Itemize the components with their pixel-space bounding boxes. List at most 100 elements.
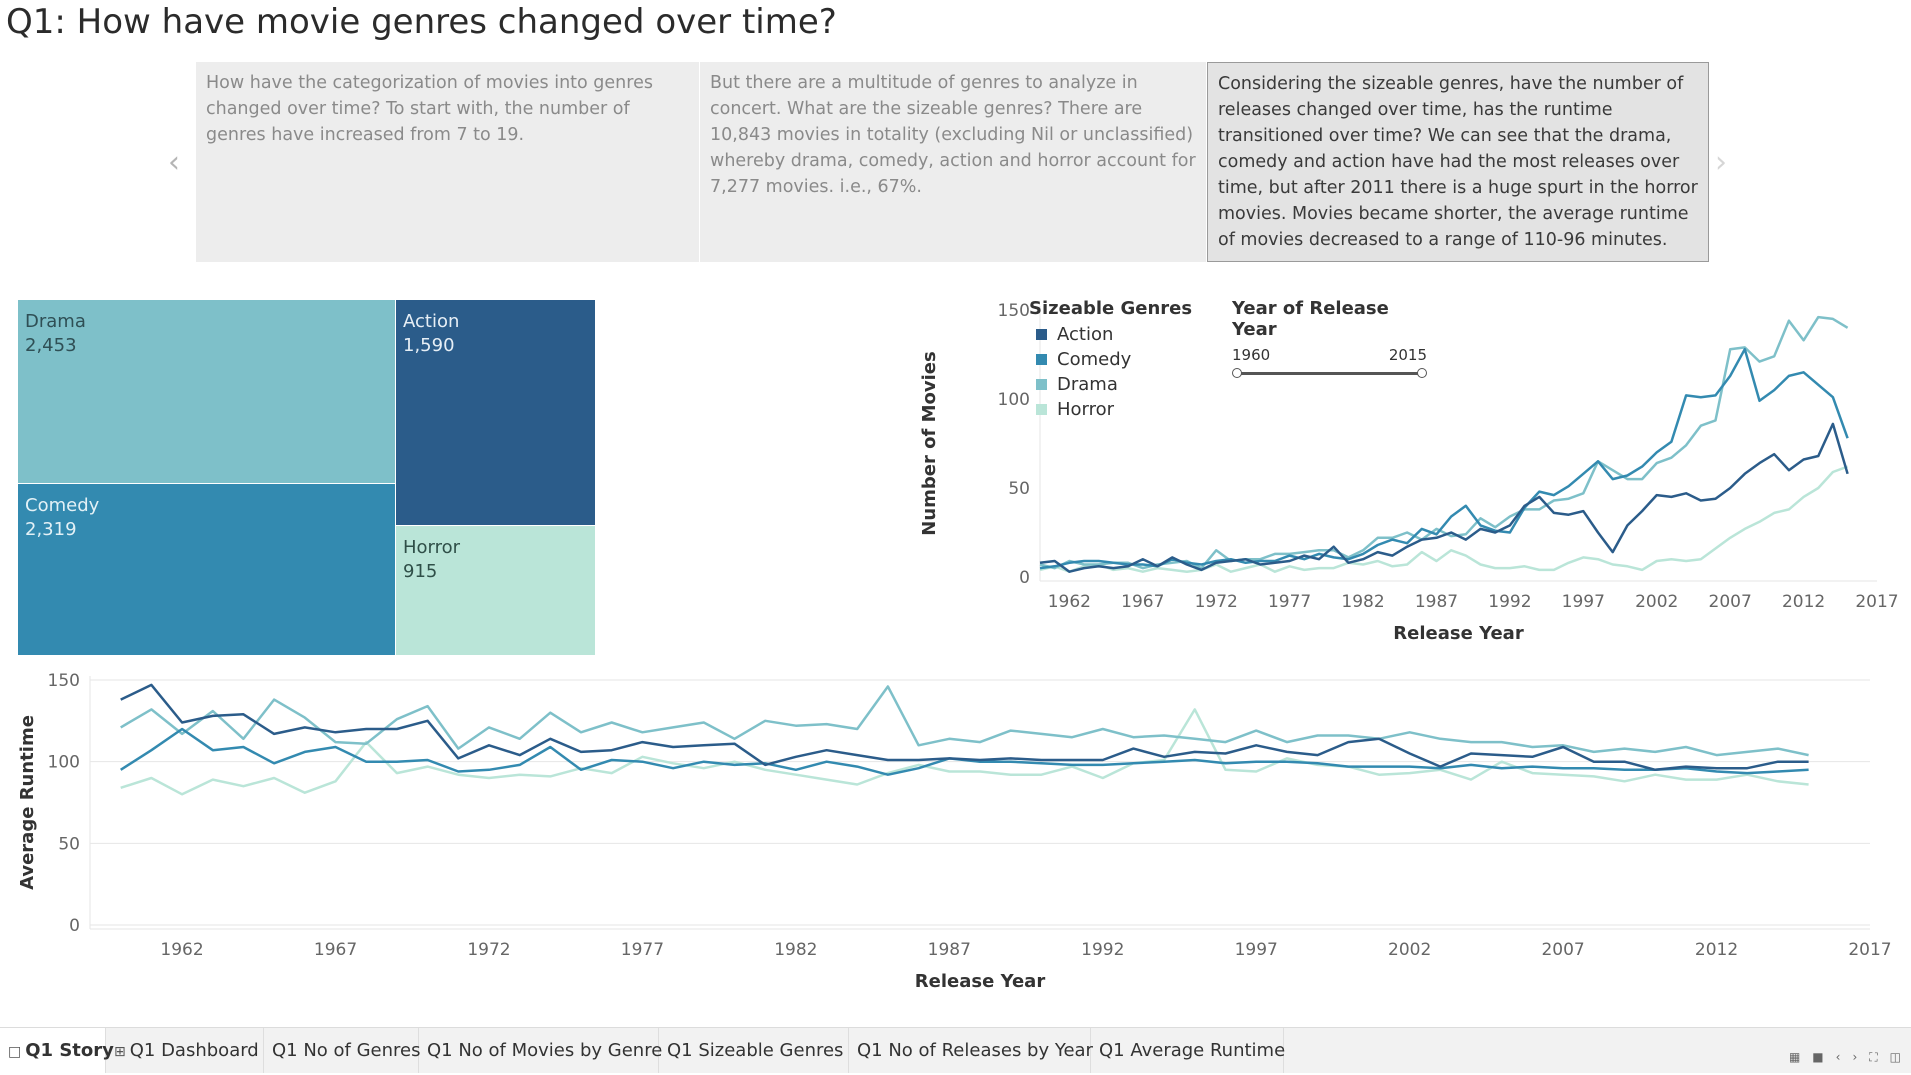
- legend-label: Drama: [1057, 374, 1118, 395]
- x-tick-label: 1962: [1048, 592, 1091, 612]
- legend-swatch: [1036, 329, 1047, 340]
- chevron-right-icon[interactable]: ›: [1715, 145, 1727, 180]
- treemap-tile-drama[interactable]: Drama 2,453: [18, 300, 395, 483]
- x-tick-label: 1982: [1341, 592, 1384, 612]
- legend-label: Comedy: [1057, 349, 1132, 370]
- story-toolbar: ▦ ■ ‹ › ⛶ ◫: [1789, 1050, 1901, 1065]
- x-tick-label: 1997: [1562, 592, 1605, 612]
- x-tick-label: 1982: [774, 940, 817, 960]
- x-axis-title: Release Year: [1393, 623, 1524, 644]
- series-line-horror: [1039, 465, 1849, 573]
- legend-title: Sizeable Genres: [1029, 298, 1193, 319]
- grid-view-icon[interactable]: ▦: [1788, 1050, 1801, 1064]
- x-tick-label: 1962: [160, 940, 203, 960]
- treemap-tile-horror[interactable]: Horror 915: [396, 526, 595, 655]
- stop-icon[interactable]: ■: [1812, 1050, 1824, 1064]
- legend-swatch: [1036, 379, 1047, 390]
- tab-label: Q1 Sizeable Genres: [667, 1040, 844, 1061]
- x-tick-label: 2002: [1388, 940, 1431, 960]
- x-tick-label: 1977: [621, 940, 664, 960]
- x-axis-title: Release Year: [915, 971, 1046, 992]
- tile-label: Drama: [25, 311, 86, 332]
- tile-value: 1,590: [403, 335, 455, 356]
- series-line-horror: [120, 708, 1809, 796]
- tab-q1-no-of-movies-by-genre[interactable]: Q1 No of Movies by Genre: [419, 1028, 663, 1073]
- legend-item-action[interactable]: Action: [1029, 322, 1192, 347]
- x-tick-label: 1987: [928, 940, 971, 960]
- tab-q1-story[interactable]: □ Q1 Story: [0, 1028, 114, 1073]
- tab-label: Q1 Average Runtime: [1099, 1040, 1286, 1061]
- filter-title: Year of Release Year: [1232, 298, 1389, 340]
- tab-q1-sizeable-genres[interactable]: Q1 Sizeable Genres: [659, 1028, 849, 1073]
- x-tick-label: 2012: [1695, 940, 1738, 960]
- tab-label: Q1 No of Genres: [272, 1040, 421, 1061]
- legend-swatch: [1036, 354, 1047, 365]
- filter-max-label: 2015: [1388, 346, 1427, 364]
- present-icon[interactable]: ◫: [1889, 1050, 1901, 1064]
- y-tick-label: 100: [48, 753, 80, 773]
- fullscreen-icon[interactable]: ⛶: [1869, 1050, 1878, 1064]
- next-icon[interactable]: ›: [1852, 1050, 1858, 1064]
- genre-treemap: Drama 2,453 Action 1,590 Comedy 2,319 Ho…: [18, 300, 595, 655]
- x-tick-label: 2017: [1855, 592, 1898, 612]
- releases-line-chart: 0 50 100 150 1962 1967 1972 1977 1982 1987 1992 199…: [919, 301, 1899, 644]
- story-point-2[interactable]: But there are a multitude of genres to a…: [700, 62, 1206, 262]
- filter-max-handle[interactable]: [1417, 368, 1427, 378]
- x-tick-label: 2007: [1541, 940, 1584, 960]
- series-line-comedy: [120, 727, 1809, 776]
- page-title: Q1: How have movie genres changed over t…: [6, 2, 837, 42]
- x-tick-label: 1972: [1195, 592, 1238, 612]
- tab-label: Q1 Story: [25, 1040, 114, 1061]
- x-tick-label: 1992: [1488, 592, 1531, 612]
- chevron-left-icon[interactable]: ‹: [168, 145, 180, 180]
- legend-item-drama[interactable]: Drama: [1029, 372, 1192, 397]
- book-icon: □: [8, 1044, 22, 1060]
- tab-q1-no-of-releases-by-year[interactable]: Q1 No of Releases by Year: [849, 1028, 1093, 1073]
- y-tick-label: 0: [69, 916, 80, 936]
- legend-label: Action: [1057, 324, 1114, 345]
- tile-value: 915: [403, 561, 438, 582]
- prev-icon[interactable]: ‹: [1835, 1050, 1841, 1064]
- series-line-action: [120, 683, 1809, 772]
- story-point-3[interactable]: Considering the sizeable genres, have th…: [1207, 62, 1709, 262]
- runtime-line-chart: 0 50 100 150 1962 1967 1972 1977 1982 1987 1992 199…: [17, 671, 1892, 992]
- legend-item-comedy[interactable]: Comedy: [1029, 347, 1192, 372]
- tile-value: 2,319: [25, 519, 77, 540]
- y-tick-label: 150: [998, 301, 1030, 321]
- legend-label: Horror: [1057, 399, 1115, 420]
- y-tick-label: 150: [48, 671, 80, 691]
- tile-label: Action: [403, 311, 460, 332]
- tile-label: Horror: [403, 537, 461, 558]
- legend-item-horror[interactable]: Horror: [1029, 397, 1192, 422]
- x-tick-label: 1992: [1081, 940, 1124, 960]
- genre-legend: Sizeable Genres Action Comedy Drama Horr…: [1029, 298, 1192, 422]
- y-tick-label: 50: [1008, 479, 1030, 499]
- tab-q1-no-of-genres[interactable]: Q1 No of Genres: [264, 1028, 421, 1073]
- x-tick-label: 2017: [1848, 940, 1891, 960]
- story-point-1[interactable]: How have the categorization of movies in…: [196, 62, 699, 262]
- treemap-tile-comedy[interactable]: Comedy 2,319: [18, 484, 395, 655]
- tile-value: 2,453: [25, 335, 77, 356]
- tab-q1-dashboard[interactable]: ⊞ Q1 Dashboard: [106, 1028, 264, 1073]
- filter-min-label: 1960: [1232, 346, 1271, 364]
- x-tick-label: 1977: [1268, 592, 1311, 612]
- year-range-filter: Year of Release Year 1960 2015: [1232, 298, 1432, 381]
- treemap-tile-action[interactable]: Action 1,590: [396, 300, 595, 525]
- x-tick-label: 2002: [1635, 592, 1678, 612]
- x-tick-label: 2007: [1709, 592, 1752, 612]
- y-axis-title: Number of Movies: [919, 351, 940, 535]
- filter-min-handle[interactable]: [1232, 368, 1242, 378]
- series-line-drama: [1039, 315, 1849, 570]
- tile-label: Comedy: [25, 495, 100, 516]
- x-tick-label: 1972: [467, 940, 510, 960]
- x-tick-label: 1987: [1415, 592, 1458, 612]
- y-tick-label: 100: [998, 390, 1030, 410]
- filter-track[interactable]: [1232, 367, 1427, 381]
- tab-label: Q1 No of Movies by Genre: [427, 1040, 663, 1061]
- y-tick-label: 50: [58, 834, 80, 854]
- dashboard-grid-icon: ⊞: [114, 1044, 126, 1060]
- y-tick-label: 0: [1019, 568, 1030, 588]
- series-line-drama: [120, 685, 1809, 757]
- tab-q1-average-runtime[interactable]: Q1 Average Runtime: [1091, 1028, 1286, 1073]
- series-line-action: [1039, 422, 1849, 573]
